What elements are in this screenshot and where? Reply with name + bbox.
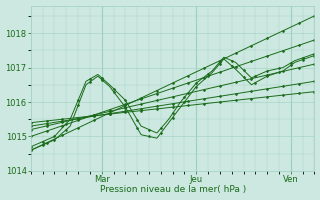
- X-axis label: Pression niveau de la mer( hPa ): Pression niveau de la mer( hPa ): [100, 185, 246, 194]
